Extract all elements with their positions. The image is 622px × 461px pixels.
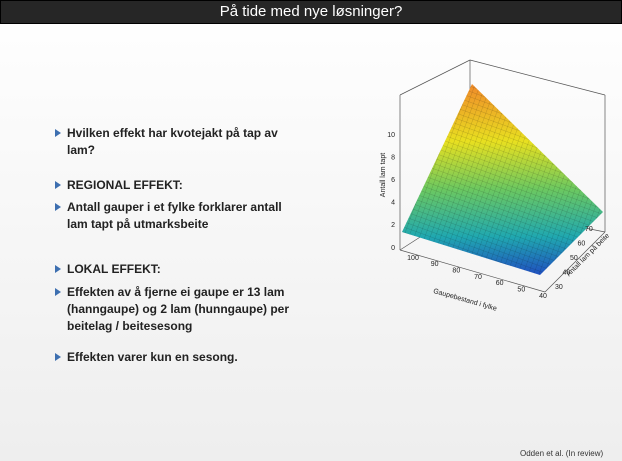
bullet-text: Effekten av å fjerne ei gaupe er 13 lam [67,285,285,299]
bullet-text: Effekten varer kun en sesong. [67,350,238,364]
title-bar: På tide med nye løsninger? [0,0,622,24]
y-tick-label: 50 [570,255,578,262]
bullet-text: REGIONAL EFFEKT: [67,178,183,192]
x-tick-label: 90 [431,261,439,268]
bullet: Effekten av å fjerne ei gaupe er 13 lam (… [55,284,355,335]
bullet: Hvilken effekt har kvotejakt på tap av la… [55,125,355,159]
x-axis-label: Gaupebestand i fylke [432,288,497,313]
bullet-text: (hanngaupe) og 2 lam (hunngaupe) per [67,302,289,316]
x-tick-label: 100 [407,255,419,262]
z-tick-label: 4 [391,200,395,207]
bullet-text: lam? [67,143,96,157]
z-axis-label: Antall lam tapt [380,153,387,197]
bullet-text: Hvilken effekt har kvotejakt på tap av [67,126,278,140]
bullet-text: Antall gauper i et fylke forklarer antal… [67,200,282,214]
bullet-text: LOKAL EFFEKT: [67,262,161,276]
bullet: Effekten varer kun en sesong. [55,349,355,366]
bullet-marker [55,203,61,211]
x-tick-label: 50 [517,287,525,294]
z-tick-label: 8 [391,154,395,161]
bullet-marker [55,265,61,273]
source-note: Odden et al. (In review) [520,449,604,458]
x-tick-label: 70 [474,274,482,281]
y-tick-label: 60 [578,240,586,247]
bullet: Antall gauper i et fylke forklarer antal… [55,199,355,233]
x-tick-label: 80 [452,268,460,275]
bullet-marker [55,288,61,296]
bullet-marker [55,181,61,189]
bullet-text: lam tapt på utmarksbeite [67,217,209,231]
title: På tide med nye løsninger? [219,3,403,20]
z-tick-label: 0 [391,245,395,252]
bullet: LOKAL EFFEKT: [55,261,355,278]
x-tick-label: 40 [539,293,547,300]
y-tick-label: 30 [555,284,563,291]
z-tick-label: 10 [387,132,395,139]
z-tick-label: 6 [391,177,395,184]
y-tick-label: 70 [585,226,593,233]
surface-mesh [402,84,603,275]
x-tick-label: 60 [496,280,504,287]
bullet: REGIONAL EFFEKT: [55,177,355,194]
y-tick-label: 40 [563,269,571,276]
bullet-text: beitelag / beitesesong [67,319,193,333]
bullet-marker [55,129,61,137]
bullet-marker [55,353,61,361]
z-tick-label: 2 [391,222,395,229]
